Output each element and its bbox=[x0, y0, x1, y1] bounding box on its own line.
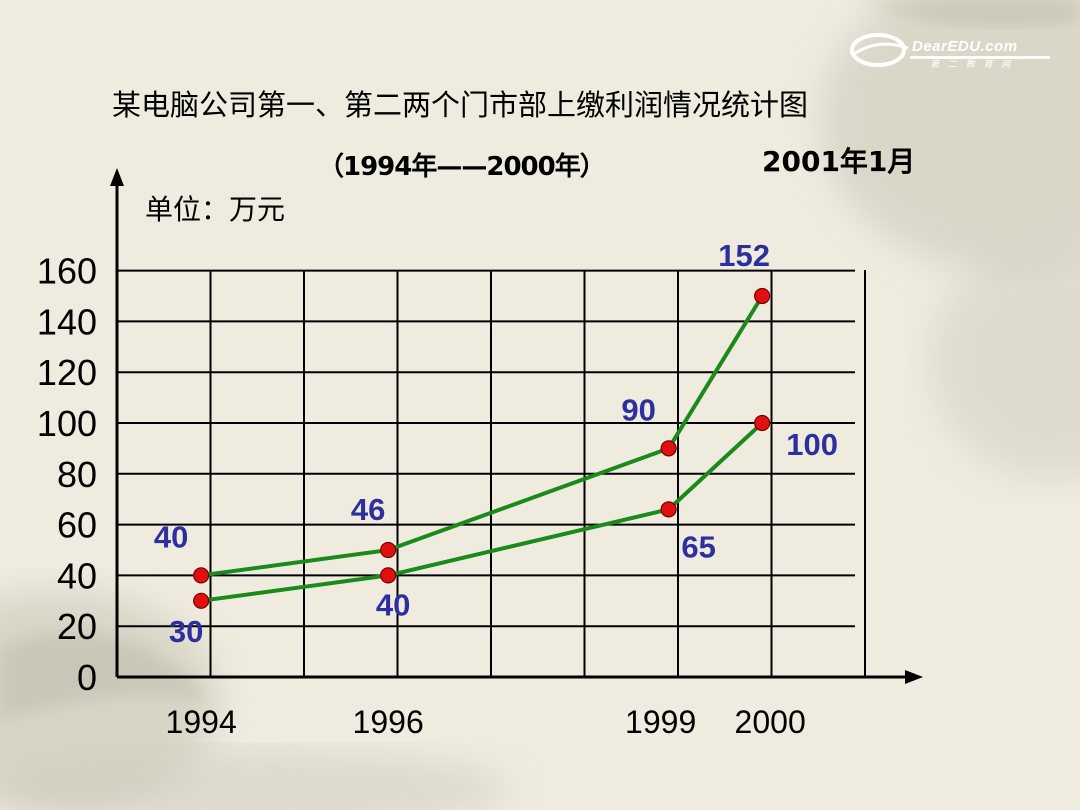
y-tick-label: 80 bbox=[57, 454, 97, 495]
data-point bbox=[380, 567, 397, 584]
data-label: 90 bbox=[621, 392, 655, 427]
y-tick-label: 140 bbox=[37, 301, 97, 342]
data-label: 152 bbox=[718, 238, 770, 273]
x-tick-label: 1996 bbox=[353, 704, 424, 740]
data-label: 40 bbox=[154, 519, 188, 554]
series-line bbox=[200, 294, 764, 578]
chart-subtitle: （1994年——2000年） bbox=[318, 152, 606, 182]
y-tick-label: 120 bbox=[37, 352, 97, 393]
chart-date: 2001年1月 bbox=[762, 145, 916, 178]
y-axis-arrow bbox=[110, 168, 124, 186]
series-line bbox=[200, 421, 764, 603]
y-tick-label: 40 bbox=[57, 555, 97, 596]
data-point bbox=[660, 440, 677, 457]
y-tick-label: 160 bbox=[37, 251, 97, 292]
data-label: 100 bbox=[786, 427, 838, 462]
data-point bbox=[193, 567, 210, 584]
y-tick-label: 0 bbox=[77, 657, 97, 698]
data-point bbox=[193, 592, 210, 609]
data-label: 46 bbox=[351, 492, 385, 527]
y-tick-label: 20 bbox=[57, 606, 97, 647]
data-label: 40 bbox=[376, 587, 410, 622]
dearedu-logo bbox=[850, 33, 1050, 67]
unit-label: 单位：万元 bbox=[145, 193, 286, 226]
data-label: 65 bbox=[681, 529, 715, 564]
x-tick-label: 2000 bbox=[735, 704, 806, 740]
data-label: 30 bbox=[169, 614, 203, 649]
data-point bbox=[754, 414, 771, 432]
x-axis-arrow bbox=[905, 670, 923, 684]
data-point bbox=[754, 287, 771, 305]
logo-text: DearEDU.com bbox=[912, 38, 1018, 55]
data-point bbox=[380, 541, 397, 559]
x-tick-label: 1994 bbox=[166, 704, 237, 740]
y-tick-label: 60 bbox=[57, 505, 97, 546]
logo-subtext: 第 二 教 育 网 bbox=[930, 60, 1014, 70]
chart-title: 某电脑公司第一、第二两个门市部上缴利润情况统计图 bbox=[112, 88, 809, 122]
y-tick-label: 100 bbox=[37, 403, 97, 444]
x-tick-label: 1999 bbox=[625, 704, 696, 740]
data-point bbox=[660, 501, 677, 518]
